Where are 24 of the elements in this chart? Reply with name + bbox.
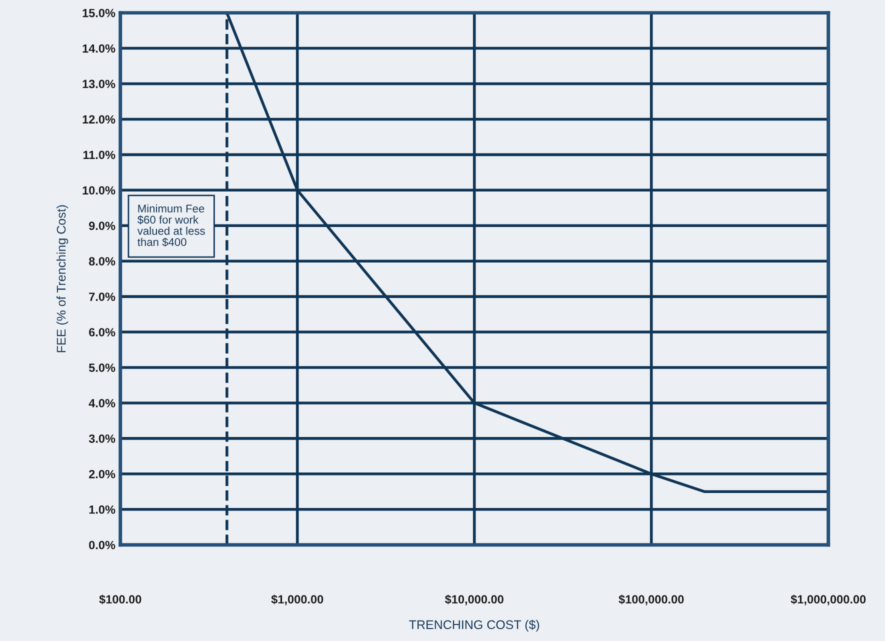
y-tick-label: 1.0%	[89, 505, 116, 514]
y-tick-label: 11.0%	[83, 150, 116, 160]
y-tick-label: 6.0%	[89, 328, 116, 336]
y-tick-label: 15.0%	[82, 8, 116, 18]
y-tick-label: 13.0%	[82, 80, 116, 88]
x-tick-label: $100.00	[99, 594, 142, 604]
y-tick-label: 5.0%	[88, 364, 116, 372]
y-axis-title: FEE (% of Trenching Cost)	[56, 205, 68, 352]
x-axis-title: TRENCHING COST ($)	[409, 620, 540, 632]
annotation: Minimum Fee $60 for work valued at less than $400	[137, 204, 205, 247]
x-tick-label: $100,000.00	[618, 594, 684, 606]
y-tick-label: 2.0%	[89, 470, 116, 478]
y-tick-label: 7.0%	[89, 292, 116, 301]
y-tick-label: 8.0%	[88, 257, 116, 266]
y-tick-label: 14.0%	[82, 44, 116, 53]
x-tick-label: $1,000,000.00	[790, 594, 866, 606]
y-tick-label: 10.0%	[82, 186, 116, 195]
y-tick-label: 12.0%	[82, 115, 116, 124]
x-tick-label: $10,000.00	[444, 594, 504, 606]
y-tick-label: 3.0%	[88, 434, 116, 443]
y-tick-label: 9.0%	[89, 222, 116, 230]
y-tick-label: 0.0%	[89, 540, 116, 550]
x-tick-label: $1,000.00	[271, 594, 324, 606]
y-tick-label: 4.0%	[88, 399, 116, 408]
